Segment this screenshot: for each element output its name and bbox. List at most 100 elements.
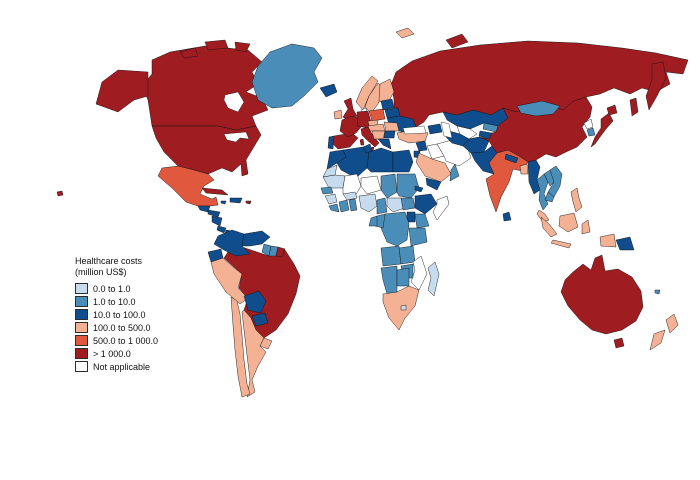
country-japan-hokkaido (606, 104, 618, 116)
map-legend: Healthcare costs (million US$) 0.0 to 1.… (75, 256, 158, 373)
legend-swatch (75, 322, 88, 333)
country-tanzania (408, 227, 428, 247)
legend-item-label: 10.0 to 100.0 (93, 309, 146, 320)
legend-item: 1.0 to 10.0 (75, 295, 158, 308)
country-zambia (398, 245, 416, 265)
country-italy (360, 126, 380, 148)
country-jamaica (220, 200, 227, 205)
country-tasmania (613, 337, 625, 349)
country-somalia (432, 195, 450, 221)
country-caucasus (427, 123, 443, 135)
country-gabon (368, 215, 378, 227)
country-fiji (654, 289, 661, 295)
country-chile (230, 296, 251, 398)
country-dr-congo (380, 211, 410, 247)
country-central-african-republic (386, 197, 406, 213)
country-nigeria (358, 193, 378, 213)
country-north-korea (583, 118, 594, 130)
great-lakes (223, 131, 250, 143)
country-russia-novaya-zemlya (445, 33, 469, 49)
hudson-bay (223, 91, 245, 113)
legend-item: Not applicable (75, 360, 158, 373)
country-new-zealand-south (649, 329, 666, 351)
country-lesotho (400, 304, 407, 311)
country-russia (390, 40, 689, 128)
country-bulgaria (383, 130, 396, 139)
country-ireland (333, 109, 343, 120)
country-botswana (396, 267, 410, 287)
country-south-sudan (400, 197, 416, 211)
country-costa-rica (216, 225, 227, 234)
country-libya (366, 147, 394, 173)
country-ghana (348, 198, 358, 212)
country-cameroon (376, 197, 388, 215)
country-canada (141, 45, 269, 131)
country-french-guiana (275, 246, 286, 258)
country-mexico (157, 165, 219, 207)
country-south-korea (586, 127, 596, 137)
country-usa-hawaii (56, 190, 64, 197)
legend-item: 500.0 to 1 000.0 (75, 334, 158, 347)
country-eritrea (414, 185, 424, 193)
country-uzbekistan (456, 125, 478, 140)
country-russia-kamchatka (645, 61, 667, 111)
country-saudi-arabia (415, 152, 452, 183)
country-chad (380, 173, 398, 199)
country-indonesia-borneo (558, 212, 579, 233)
legend-item: 0.0 to 1.0 (75, 282, 158, 295)
country-indonesia-sulawesi (581, 219, 591, 235)
country-cambodia (544, 191, 555, 203)
legend-swatch (75, 335, 88, 346)
country-venezuela (241, 230, 271, 247)
country-usa-alaska (95, 69, 149, 113)
legend-items: 0.0 to 1.0 1.0 to 10.0 10.0 to 100.0 100… (75, 282, 158, 373)
country-colombia (213, 229, 251, 257)
country-mauritania (322, 174, 346, 189)
country-argentina (241, 309, 267, 398)
country-india (485, 149, 529, 213)
country-france (339, 115, 362, 138)
country-kenya (414, 213, 430, 229)
country-uruguay (259, 337, 273, 350)
legend-item-label: 1.0 to 10.0 (93, 296, 136, 307)
legend-item: 10.0 to 100.0 (75, 308, 158, 321)
legend-item-label: Not applicable (93, 361, 151, 372)
country-puerto-rico (245, 200, 252, 205)
legend-item-label: 500.0 to 1 000.0 (93, 335, 159, 346)
country-nicaragua (211, 215, 223, 227)
caspian-sea (440, 121, 453, 139)
country-bangladesh (519, 163, 529, 175)
country-cuba (201, 187, 229, 196)
country-myanmar (527, 159, 541, 195)
legend-swatch (75, 309, 88, 320)
country-philippines (570, 187, 583, 213)
country-bolivia (243, 290, 267, 314)
country-papua-new-guinea (615, 236, 635, 251)
country-sri-lanka (502, 211, 512, 222)
country-china (478, 96, 593, 163)
country-baltic-states (380, 98, 395, 111)
country-australia (560, 254, 644, 335)
country-finland (378, 78, 395, 105)
country-niger (360, 175, 382, 195)
black-sea (402, 125, 427, 135)
country-namibia (380, 265, 398, 295)
country-indonesia-java (550, 239, 572, 249)
country-thailand (536, 173, 549, 211)
country-burkina-faso (342, 191, 358, 201)
country-senegal (320, 186, 334, 195)
country-nepal (504, 153, 519, 164)
country-vietnam (547, 165, 563, 198)
legend-swatch (75, 348, 88, 359)
country-iceland (319, 83, 338, 98)
country-western-balkans (371, 130, 386, 140)
country-greenland (251, 43, 323, 109)
legend-title-line1: Healthcare costs (75, 256, 143, 266)
country-egypt (392, 149, 414, 173)
country-yemen (425, 177, 442, 191)
legend-item: > 1 000.0 (75, 347, 158, 360)
country-sweden (364, 82, 385, 114)
country-guinea (324, 193, 338, 205)
country-hispaniola (229, 197, 243, 204)
legend-title-line2: (million US$) (75, 267, 127, 277)
